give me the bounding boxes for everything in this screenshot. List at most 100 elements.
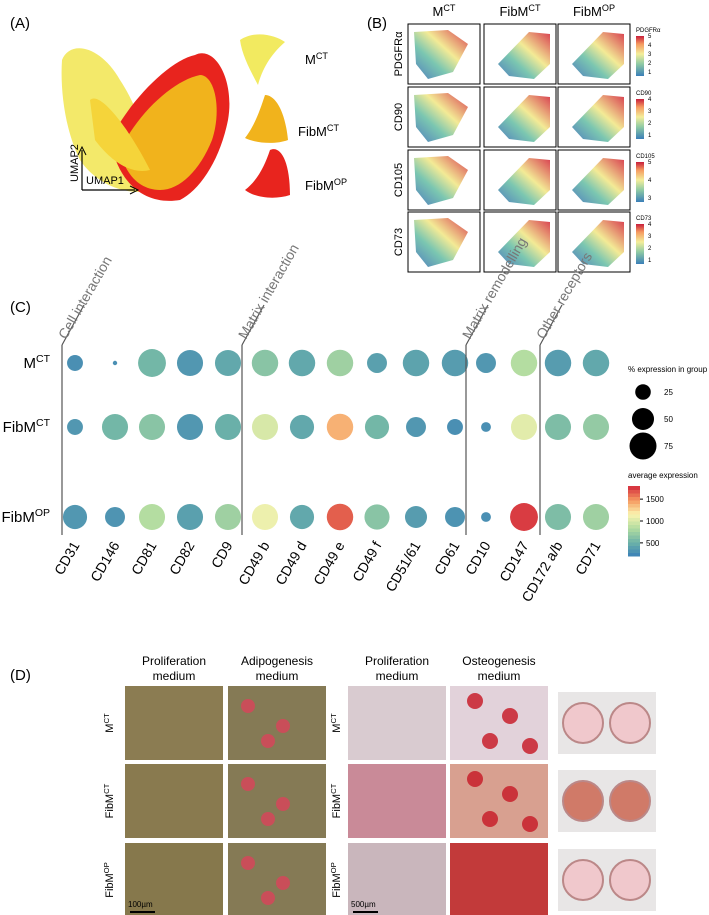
group-label: Matrix interaction <box>235 241 302 341</box>
lipid-stain <box>276 797 290 811</box>
legend-title: CD105 <box>636 154 655 160</box>
calcium-stain <box>522 816 538 832</box>
column-header: medium <box>376 669 419 683</box>
x-tick-label: CD10 <box>462 538 494 577</box>
x-tick-label: CD51/61 <box>382 538 424 594</box>
group-divider <box>539 304 563 346</box>
label-base: M <box>433 4 444 19</box>
scale-bar-label: 500µm <box>351 900 376 909</box>
group-label: FibMCT <box>499 3 540 19</box>
label-base: FibM <box>573 4 602 19</box>
dot <box>582 503 610 531</box>
legend-tick-label: 1000 <box>646 517 664 526</box>
group-label: FibMCT <box>298 123 339 139</box>
label-sup: CT <box>327 123 340 133</box>
panel-label: (A) <box>10 15 30 32</box>
legend-colorbar <box>628 493 640 497</box>
x-tick-label: CD71 <box>572 538 604 577</box>
legend-colorbar <box>628 521 640 525</box>
x-tick-label: CD146 <box>87 538 123 584</box>
legend-tick-label: 2 <box>648 121 652 127</box>
dot <box>402 349 430 377</box>
legend-colorbar <box>636 36 644 76</box>
lipid-stain <box>241 856 255 870</box>
x-tick-label: CD81 <box>128 538 160 577</box>
dot <box>288 349 316 377</box>
column-header: Proliferation <box>365 654 429 668</box>
legend-colorbar <box>628 517 640 522</box>
row-label: CD90 <box>393 103 405 131</box>
legend-colorbar <box>628 549 640 553</box>
column-header: Osteogenesis <box>462 654 535 668</box>
group-label: FibMCT <box>102 783 117 818</box>
label-base: FibM <box>331 873 343 897</box>
group-label: MCT <box>24 353 51 372</box>
dot <box>582 349 610 377</box>
label-base: M <box>24 355 37 372</box>
legend-colorbar <box>628 514 640 518</box>
group-label: FibMCT <box>3 417 51 436</box>
dot <box>404 505 428 529</box>
dot <box>289 414 315 440</box>
dot <box>364 504 390 530</box>
legend-colorbar <box>628 552 640 557</box>
x-tick-label: CD49 b <box>235 538 273 587</box>
row-label: CD73 <box>393 228 405 256</box>
dot <box>544 503 572 531</box>
dot <box>582 413 610 441</box>
label-base: FibM <box>104 873 116 897</box>
legend-colorbar <box>628 542 640 546</box>
x-tick-label: CD31 <box>51 538 83 577</box>
umap-cells <box>498 220 550 267</box>
dot <box>138 349 166 377</box>
dot <box>367 353 387 373</box>
calcium-stain <box>467 771 483 787</box>
group-label: MCT <box>102 713 117 733</box>
legend-tick-label: 4 <box>648 178 652 184</box>
label-base: M <box>305 52 316 67</box>
legend-dot <box>629 432 657 460</box>
culture-well <box>562 780 604 822</box>
x-tick-label: CD61 <box>431 538 463 577</box>
dot <box>214 413 242 441</box>
dot <box>62 504 88 530</box>
umap-cells <box>414 218 468 267</box>
calcium-stain <box>482 733 498 749</box>
umap-cells <box>414 93 468 142</box>
panel-label: (C) <box>10 299 31 316</box>
label-base: M <box>104 724 116 733</box>
legend-colorbar <box>636 99 644 139</box>
dot <box>364 414 390 440</box>
column-header: Proliferation <box>142 654 206 668</box>
legend-colorbar <box>628 486 640 490</box>
label-base: FibM <box>104 794 116 818</box>
group-label: Cell interaction <box>55 253 115 341</box>
x-tick-label: CD9 <box>208 538 236 570</box>
x-tick-label: CD82 <box>166 538 198 577</box>
umap-cells <box>572 220 624 267</box>
dot <box>251 349 279 377</box>
dot <box>214 349 242 377</box>
dot <box>326 349 354 377</box>
legend-tick-label: 4 <box>648 97 652 103</box>
legend-title: average expression <box>628 471 698 480</box>
dot <box>510 349 538 377</box>
group-label: FibMOP <box>305 177 347 193</box>
label-sup: CT <box>36 417 51 429</box>
dot <box>214 503 242 531</box>
dot <box>289 504 315 530</box>
legend-colorbar <box>636 224 644 264</box>
dot <box>67 355 83 371</box>
culture-well <box>609 702 651 744</box>
dot <box>544 413 572 441</box>
culture-well <box>562 859 604 901</box>
dot <box>105 507 125 527</box>
label-base: M <box>331 724 343 733</box>
calcium-stain <box>522 738 538 754</box>
calcium-stain <box>467 693 483 709</box>
column-header: medium <box>153 669 196 683</box>
scale-bar-label: 100µm <box>128 900 153 909</box>
micrograph <box>348 764 446 838</box>
micrograph <box>348 843 446 915</box>
